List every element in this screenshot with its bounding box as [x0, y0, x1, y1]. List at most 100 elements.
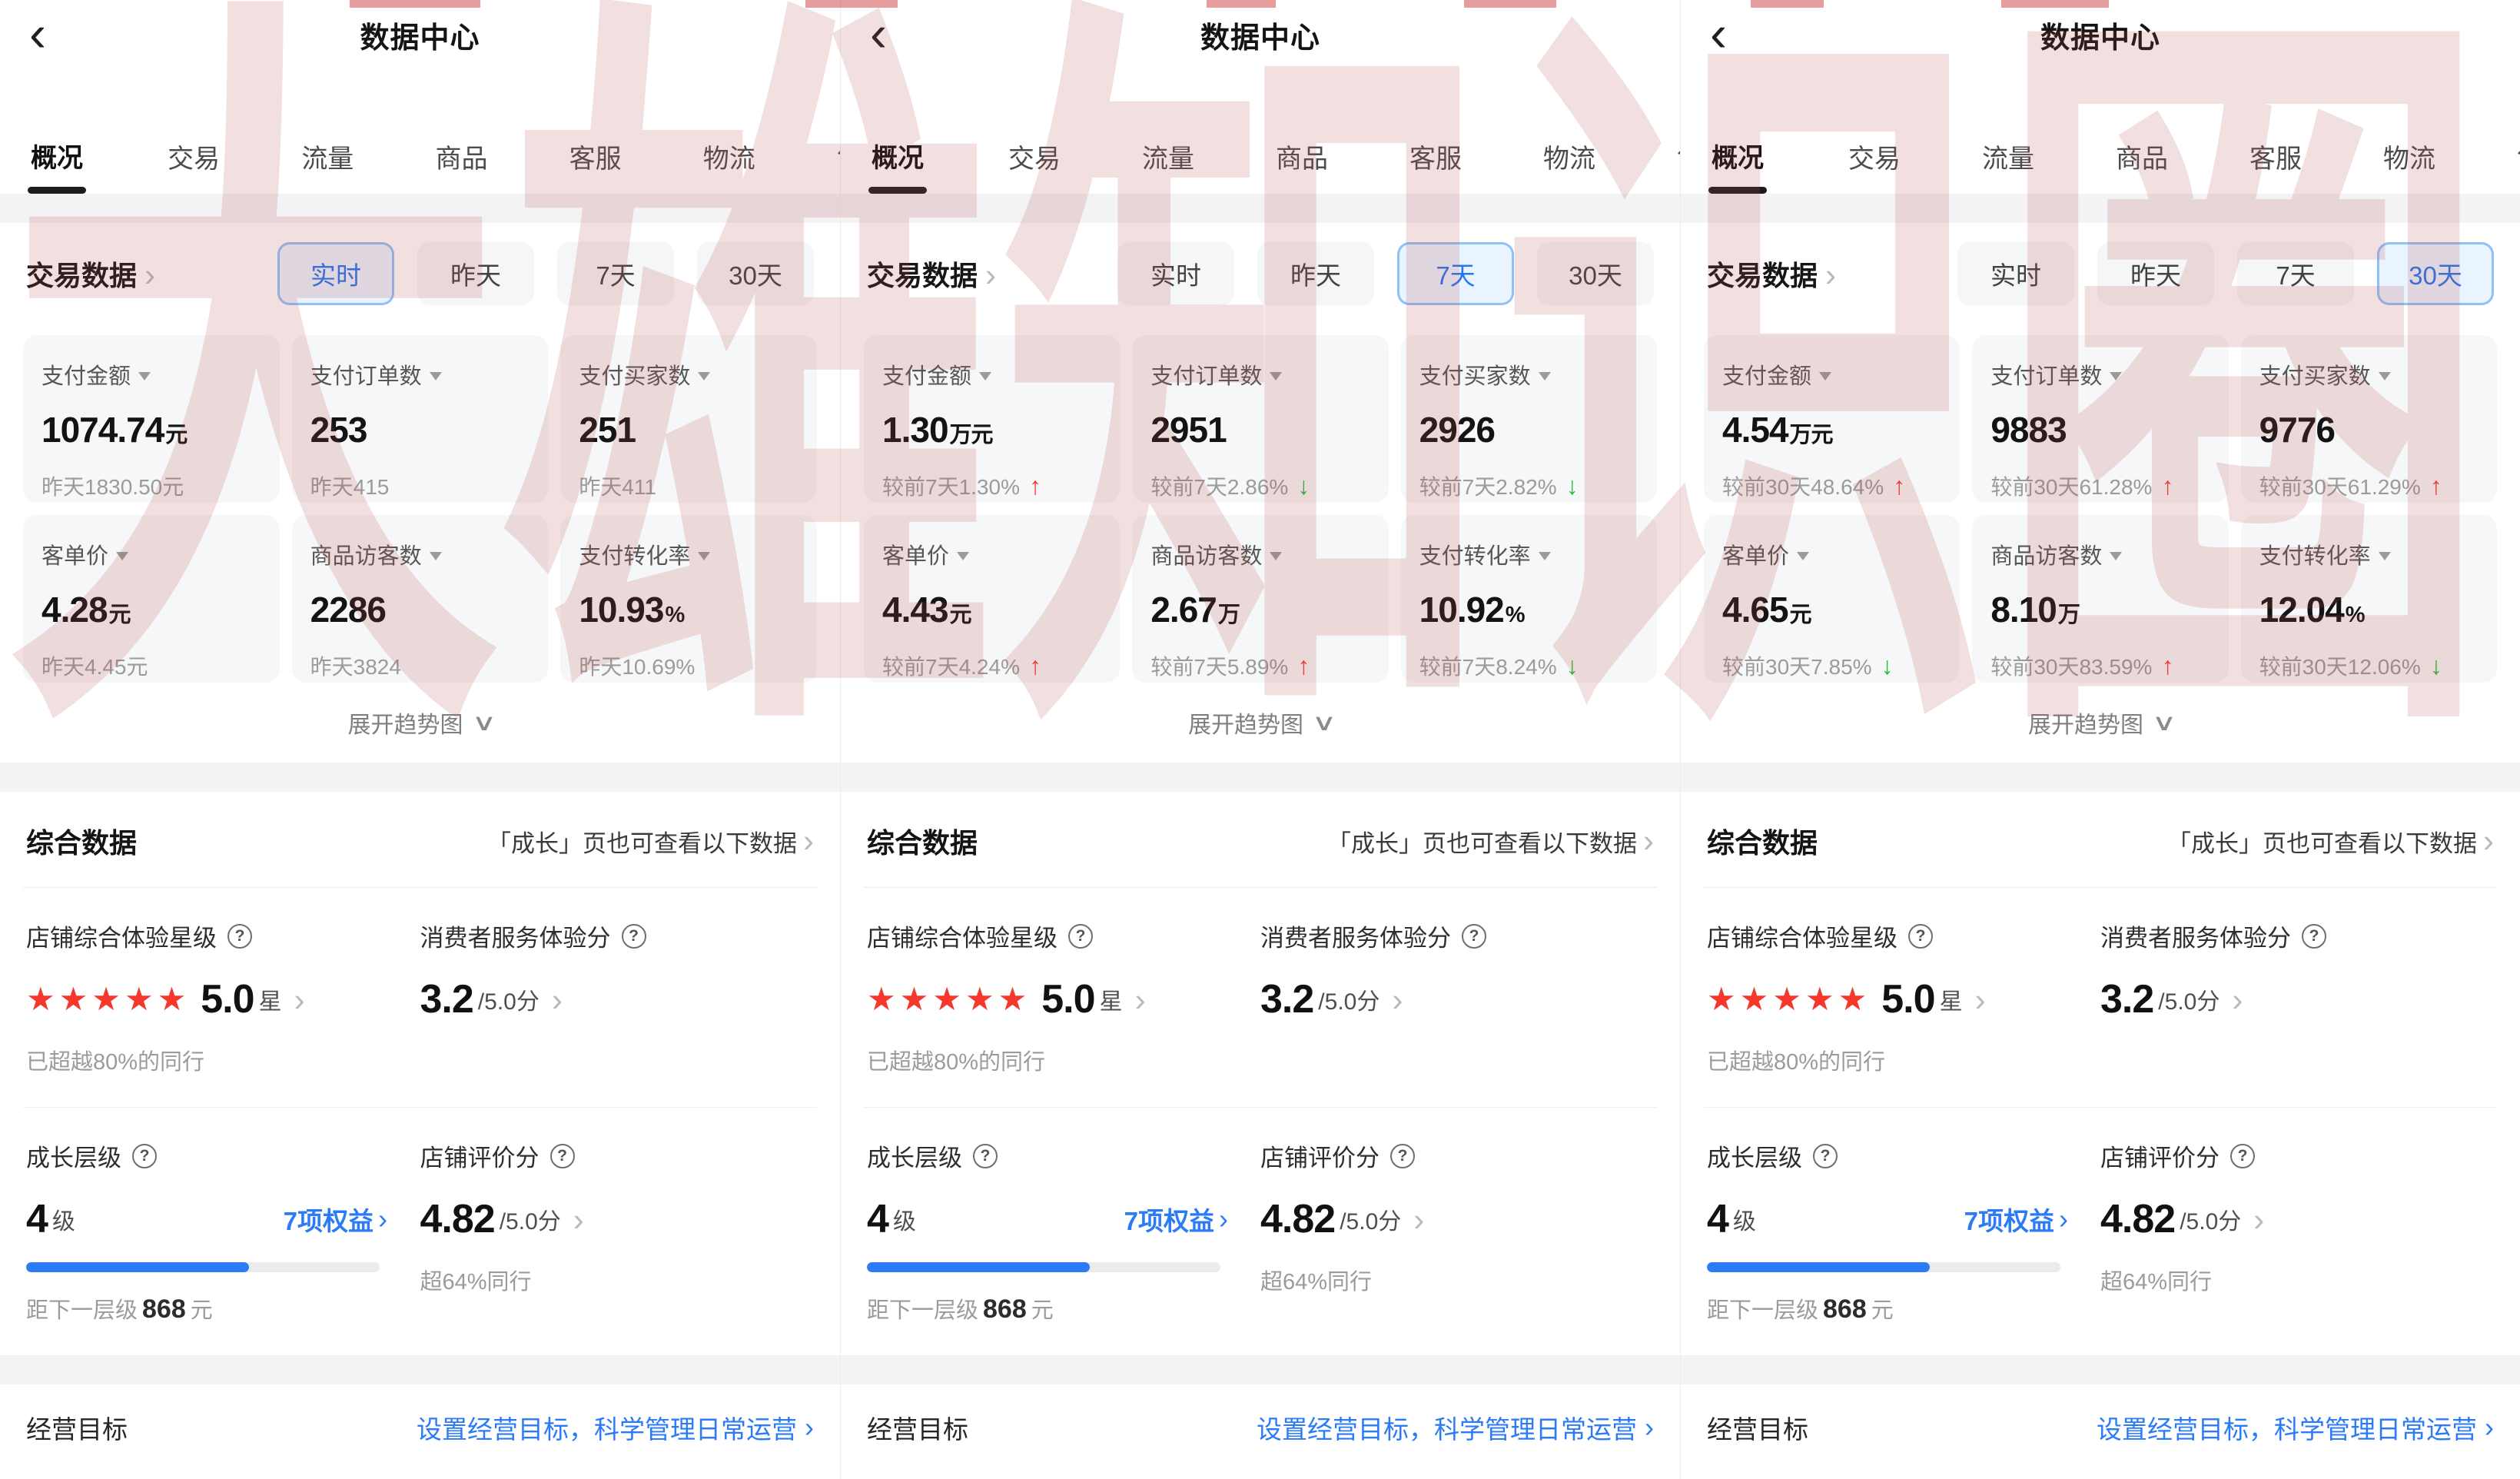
dropdown-caret-icon[interactable] [1270, 551, 1283, 560]
dropdown-caret-icon[interactable] [429, 551, 442, 560]
filter-30days[interactable]: 30天 [697, 242, 814, 305]
card-pay-amount[interactable]: 支付金额 1074.74元 昨天1830.50元 [23, 335, 280, 503]
metric-shop-rating[interactable]: 店铺评价分? 4.82 /5.0分 › 超64%同行 [2100, 1143, 2265, 1295]
metric-consumer-service-score[interactable]: 消费者服务体验分? 3.2 /5.0分 › [2100, 919, 2494, 1076]
set-goal-link[interactable]: 设置经营目标，科学管理日常运营 › [417, 1411, 814, 1444]
dropdown-caret-icon[interactable] [698, 371, 711, 381]
help-icon[interactable]: ? [2302, 923, 2326, 949]
tab-logistics[interactable]: 物流 [2383, 145, 2435, 174]
tab-after-sale[interactable]: 售 [1677, 138, 1680, 194]
tab-customer-service[interactable]: 客服 [1409, 145, 1462, 174]
filter-yesterday[interactable]: 昨天 [1257, 242, 1374, 305]
dropdown-caret-icon[interactable] [1819, 371, 1832, 381]
card-pay-orders[interactable]: 支付订单数 253 昨天415 [291, 335, 549, 503]
tab-goods[interactable]: 商品 [435, 145, 488, 174]
card-customer-price[interactable]: 客单价 4.28元 昨天4.45元 [23, 515, 280, 683]
trade-data-title[interactable]: 交易数据 [867, 260, 978, 291]
card-product-visitors[interactable]: 商品访客数 2286 昨天3824 [291, 515, 549, 683]
expand-trend-button[interactable]: 展开趋势图 ∨ [841, 683, 1680, 763]
tab-goods[interactable]: 商品 [2116, 145, 2168, 174]
filter-30days[interactable]: 30天 [2377, 242, 2494, 305]
dropdown-caret-icon[interactable] [1538, 371, 1551, 381]
dropdown-caret-icon[interactable] [1270, 371, 1283, 381]
dropdown-caret-icon[interactable] [138, 371, 151, 381]
expand-trend-button[interactable]: 展开趋势图 ∨ [0, 683, 840, 763]
card-pay-amount[interactable]: 支付金额 4.54万元 较前30天48.64% ↑ [1704, 335, 1961, 503]
tab-logistics[interactable]: 物流 [1543, 145, 1595, 174]
set-goal-link[interactable]: 设置经营目标，科学管理日常运营 › [1257, 1411, 1654, 1444]
growth-page-link[interactable]: 「成长」页也可查看以下数据 › [487, 823, 814, 859]
card-product-visitors[interactable]: 商品访客数 8.10万 较前30天83.59% ↑ [1972, 515, 2229, 683]
back-icon[interactable]: ‹ [870, 5, 887, 61]
card-pay-buyers[interactable]: 支付买家数 9776 较前30天61.29% ↑ [2240, 335, 2497, 503]
growth-page-link[interactable]: 「成长」页也可查看以下数据 › [1327, 823, 1654, 859]
help-icon[interactable]: ? [1813, 1143, 1838, 1168]
filter-7days[interactable]: 7天 [2237, 242, 2354, 305]
help-icon[interactable]: ? [227, 923, 252, 949]
card-pay-conversion[interactable]: 支付转化率 12.04% 较前30天12.06% ↓ [2240, 515, 2497, 683]
expand-trend-button[interactable]: 展开趋势图 ∨ [1681, 683, 2520, 763]
metric-shop-experience-stars[interactable]: 店铺综合体验星级? ★★★★★ 5.0 星 › 已超越80%的同行 [867, 923, 1146, 1075]
dropdown-caret-icon[interactable] [698, 551, 711, 560]
tab-traffic[interactable]: 流量 [1142, 145, 1194, 174]
help-icon[interactable]: ? [973, 1143, 998, 1168]
dropdown-caret-icon[interactable] [2110, 371, 2123, 381]
dropdown-caret-icon[interactable] [2110, 551, 2123, 560]
help-icon[interactable]: ? [1908, 923, 1933, 949]
card-pay-orders[interactable]: 支付订单数 9883 较前30天61.28% ↑ [1972, 335, 2229, 503]
dropdown-caret-icon[interactable] [2378, 551, 2391, 560]
tab-goods[interactable]: 商品 [1276, 145, 1328, 174]
metric-growth-level[interactable]: 成长层级? 4 级 7项权益 › 距下一层级 868 元 [1707, 1138, 2100, 1324]
metric-growth-level[interactable]: 成长层级? 4 级 7项权益 › 距下一层级 868 元 [26, 1138, 420, 1324]
filter-7days[interactable]: 7天 [557, 242, 674, 305]
tab-customer-service[interactable]: 客服 [569, 145, 622, 174]
tab-customer-service[interactable]: 客服 [2249, 145, 2302, 174]
card-pay-amount[interactable]: 支付金额 1.30万元 较前7天1.30% ↑ [864, 335, 1121, 503]
tab-trade[interactable]: 交易 [168, 145, 221, 174]
benefits-link[interactable]: 7项权益 › [1124, 1203, 1228, 1236]
trade-data-title[interactable]: 交易数据 [26, 260, 138, 291]
filter-yesterday[interactable]: 昨天 [417, 242, 534, 305]
filter-realtime[interactable]: 实时 [1117, 242, 1234, 305]
help-icon[interactable]: ? [2230, 1143, 2255, 1168]
back-icon[interactable]: ‹ [29, 5, 46, 61]
trade-data-title[interactable]: 交易数据 [1707, 260, 1818, 291]
metric-shop-experience-stars[interactable]: 店铺综合体验星级? ★★★★★ 5.0 星 › 已超越80%的同行 [26, 923, 305, 1075]
metric-consumer-service-score[interactable]: 消费者服务体验分? 3.2 /5.0分 › [1260, 919, 1654, 1076]
card-product-visitors[interactable]: 商品访客数 2.67万 较前7天5.89% ↑ [1132, 515, 1389, 683]
card-customer-price[interactable]: 客单价 4.43元 较前7天4.24% ↑ [864, 515, 1121, 683]
tab-trade[interactable]: 交易 [1008, 145, 1061, 174]
tab-overview[interactable]: 概况 [28, 137, 86, 194]
benefits-link[interactable]: 7项权益 › [283, 1203, 387, 1236]
card-pay-orders[interactable]: 支付订单数 2951 较前7天2.86% ↓ [1132, 335, 1389, 503]
card-customer-price[interactable]: 客单价 4.65元 较前30天7.85% ↓ [1704, 515, 1961, 683]
tab-traffic[interactable]: 流量 [301, 145, 354, 174]
help-icon[interactable]: ? [621, 923, 646, 949]
filter-realtime[interactable]: 实时 [277, 242, 394, 305]
card-pay-buyers[interactable]: 支付买家数 251 昨天411 [560, 335, 817, 503]
metric-shop-experience-stars[interactable]: 店铺综合体验星级? ★★★★★ 5.0 星 › 已超越80%的同行 [1707, 923, 1986, 1075]
tab-overview[interactable]: 概况 [1708, 137, 1767, 194]
tab-after-sale[interactable]: 售 [2517, 138, 2520, 194]
tab-logistics[interactable]: 物流 [702, 145, 755, 174]
card-pay-conversion[interactable]: 支付转化率 10.93% 昨天10.69% [560, 515, 817, 683]
dropdown-caret-icon[interactable] [979, 371, 992, 381]
dropdown-caret-icon[interactable] [429, 371, 442, 381]
back-icon[interactable]: ‹ [1710, 5, 1727, 61]
card-pay-conversion[interactable]: 支付转化率 10.92% 较前7天8.24% ↓ [1400, 515, 1657, 683]
dropdown-caret-icon[interactable] [116, 551, 129, 560]
card-pay-buyers[interactable]: 支付买家数 2926 较前7天2.82% ↓ [1400, 335, 1657, 503]
metric-consumer-service-score[interactable]: 消费者服务体验分? 3.2 /5.0分 › [420, 919, 815, 1076]
dropdown-caret-icon[interactable] [1538, 551, 1551, 560]
filter-7days[interactable]: 7天 [1397, 242, 1514, 305]
help-icon[interactable]: ? [1462, 923, 1486, 949]
growth-page-link[interactable]: 「成长」页也可查看以下数据 › [2167, 823, 2494, 859]
tab-trade[interactable]: 交易 [1848, 145, 1901, 174]
help-icon[interactable]: ? [549, 1143, 575, 1168]
dropdown-caret-icon[interactable] [2378, 371, 2391, 381]
tab-traffic[interactable]: 流量 [1982, 145, 2034, 174]
help-icon[interactable]: ? [1068, 923, 1093, 949]
help-icon[interactable]: ? [132, 1143, 157, 1168]
dropdown-caret-icon[interactable] [1797, 551, 1810, 560]
tab-overview[interactable]: 概况 [868, 137, 927, 194]
